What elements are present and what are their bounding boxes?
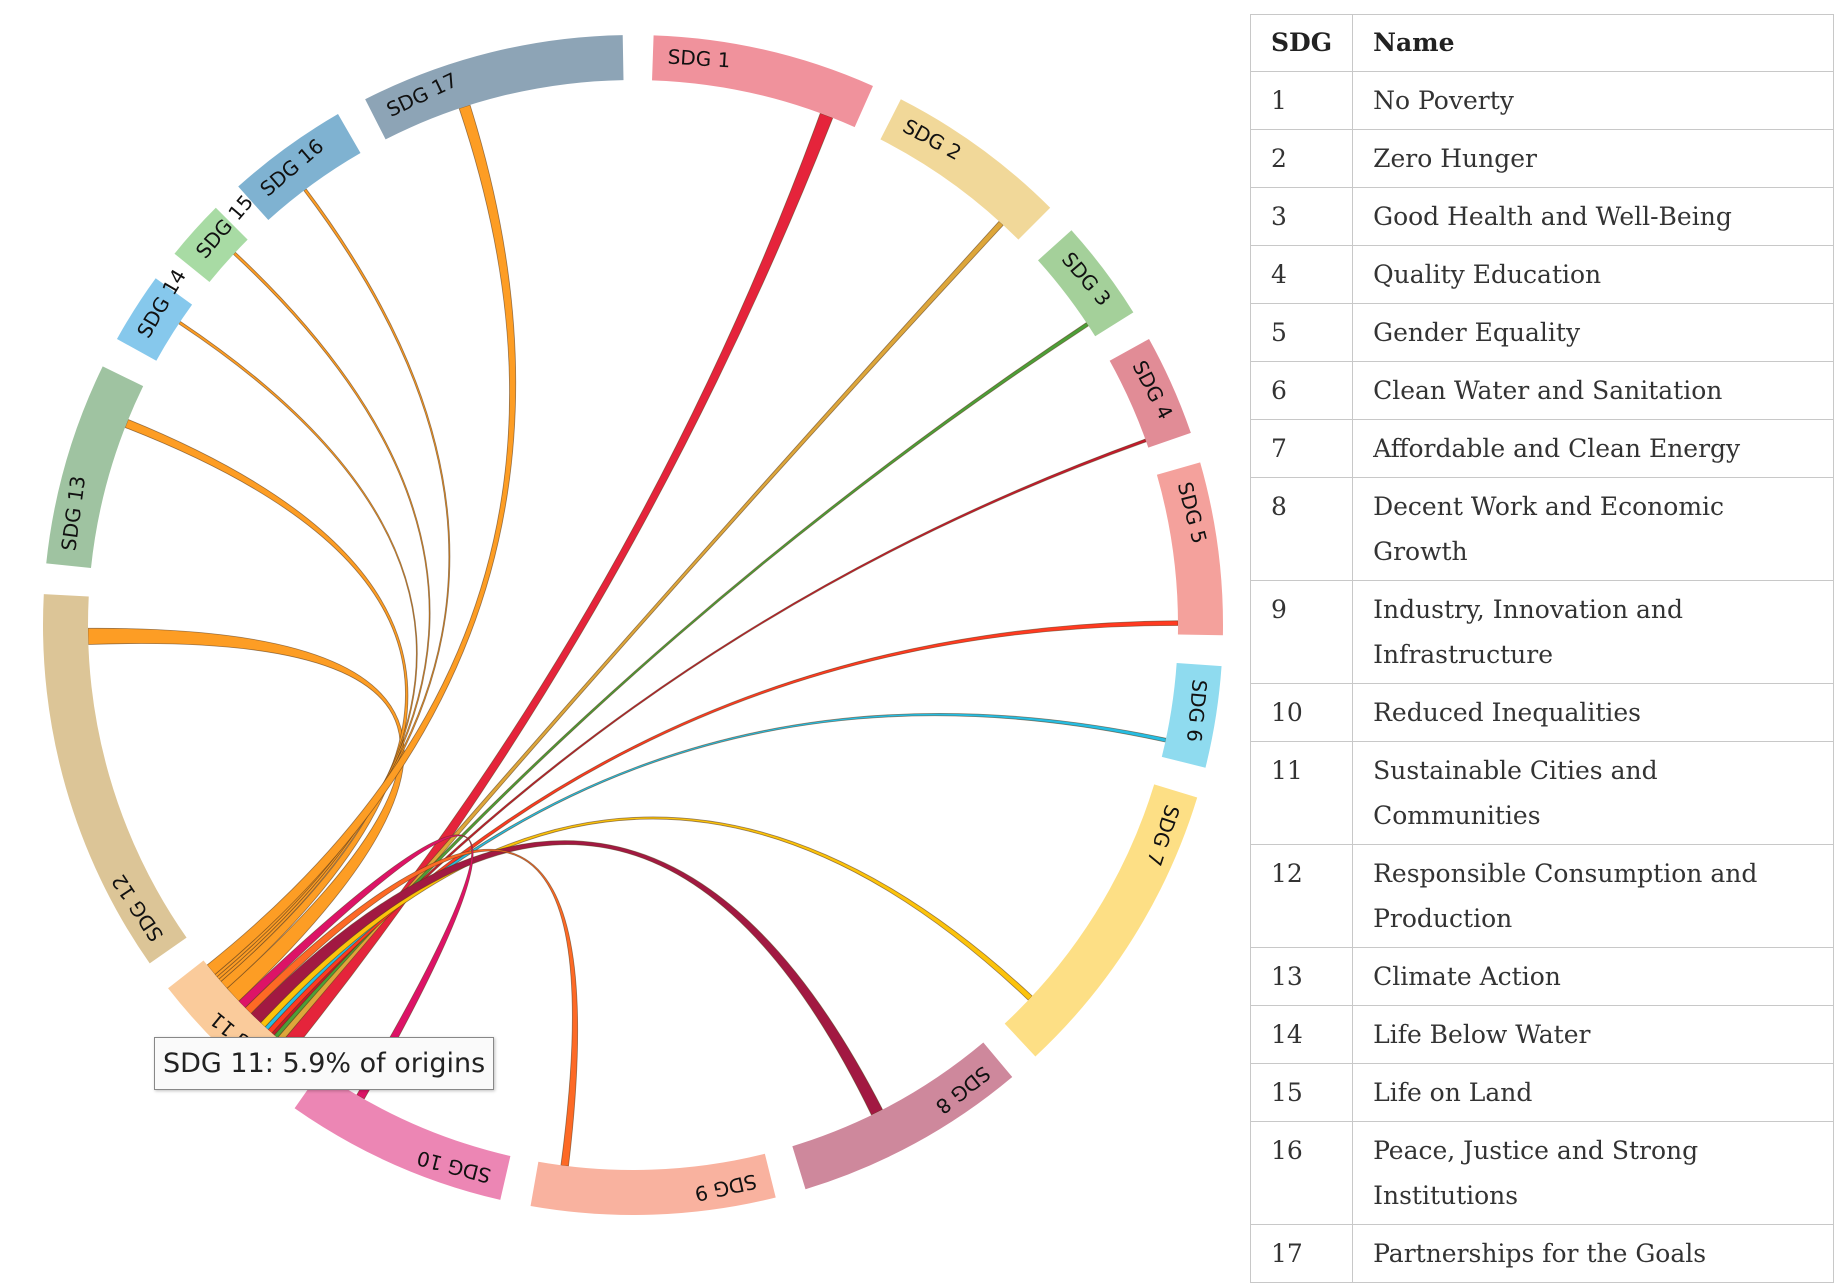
table-row: 11 Sustainable Cities and Communities	[1249, 741, 1835, 845]
sdg-number: 12	[1249, 844, 1354, 948]
table-row: 4 Quality Education	[1249, 245, 1835, 304]
ribbon-sdg-11-to-sdg-7[interactable]	[259, 816, 1033, 1028]
sdg-name: Responsible Consumption and Production	[1352, 844, 1835, 948]
table-row: 3 Good Health and Well-Being	[1249, 187, 1835, 246]
column-header-sdg: SDG	[1249, 14, 1354, 72]
table-row: 5 Gender Equality	[1249, 303, 1835, 362]
sdg-number: 8	[1249, 477, 1354, 581]
table-row: 17 Partnerships for the Goals	[1249, 1224, 1835, 1283]
arc-sdg-5[interactable]	[1156, 462, 1223, 636]
arc-sdg-8[interactable]	[792, 1042, 1013, 1190]
sdg-name: Life Below Water	[1352, 1005, 1835, 1064]
arcs-layer	[43, 35, 1223, 1215]
ribbon-sdg-11-to-sdg-3[interactable]	[273, 322, 1090, 1039]
sdg-number: 4	[1249, 245, 1354, 304]
sdg-name: Decent Work and Economic Growth	[1352, 477, 1835, 581]
sdg-name: Quality Education	[1352, 245, 1835, 304]
ribbon-sdg-11-to-sdg-4[interactable]	[271, 438, 1147, 1036]
sdg-name: Gender Equality	[1352, 303, 1835, 362]
ribbon-sdg-11-to-sdg-8[interactable]	[250, 840, 884, 1116]
sdg-number: 13	[1249, 947, 1354, 1006]
table-header-row: SDG Name	[1249, 14, 1835, 72]
arc-sdg-2[interactable]	[880, 99, 1051, 240]
ribbon-sdg-11-to-sdg-5[interactable]	[267, 620, 1179, 1034]
ribbon-sdg-11-to-sdg-10[interactable]	[238, 834, 474, 1100]
arc-label: SDG 6	[1182, 678, 1212, 743]
arc-sdg-14[interactable]	[116, 278, 193, 361]
sdg-name: Reduced Inequalities	[1352, 683, 1835, 742]
sdg-number: 1	[1249, 71, 1354, 130]
table-row: 9 Industry, Innovation and Infrastructure	[1249, 580, 1835, 684]
table-row: 8 Decent Work and Economic Growth	[1249, 477, 1835, 581]
sdg-number: 9	[1249, 580, 1354, 684]
sdg-name: Industry, Innovation and Infrastructure	[1352, 580, 1835, 684]
sdg-number: 17	[1249, 1224, 1354, 1283]
table-row: 13 Climate Action	[1249, 947, 1835, 1006]
sdg-name: Climate Action	[1352, 947, 1835, 1006]
sdg-name: Good Health and Well-Being	[1352, 187, 1835, 246]
table-row: 16 Peace, Justice and Strong Institutions	[1249, 1121, 1835, 1225]
arc-label: SDG 1	[667, 45, 731, 73]
table-row: 1 No Poverty	[1249, 71, 1835, 130]
arc-sdg-7[interactable]	[1004, 784, 1198, 1057]
table-row: 2 Zero Hunger	[1249, 129, 1835, 188]
table-row: 15 Life on Land	[1249, 1063, 1835, 1122]
table-row: 10 Reduced Inequalities	[1249, 683, 1835, 742]
sdg-number: 14	[1249, 1005, 1354, 1064]
arc-sdg-15[interactable]	[174, 207, 248, 283]
arc-sdg-17[interactable]	[365, 35, 624, 140]
table-row: 6 Clean Water and Sanitation	[1249, 361, 1835, 420]
ribbon-sdg-11-to-sdg-17[interactable]	[206, 104, 517, 976]
sdg-number: 10	[1249, 683, 1354, 742]
sdg-name: Affordable and Clean Energy	[1352, 419, 1835, 478]
arc-sdg-13[interactable]	[46, 366, 144, 569]
arc-sdg-12[interactable]	[43, 594, 187, 964]
arc-sdg-16[interactable]	[238, 114, 361, 220]
table-row: 14 Life Below Water	[1249, 1005, 1835, 1064]
sdg-number: 16	[1249, 1121, 1354, 1225]
arc-sdg-9[interactable]	[530, 1153, 776, 1215]
arc-sdg-1[interactable]	[652, 35, 873, 128]
sdg-number: 5	[1249, 303, 1354, 362]
sdg-legend-table: SDG Name 1 No Poverty 2 Zero Hunger 3 Good …	[1249, 14, 1835, 1283]
sdg-number: 15	[1249, 1063, 1354, 1122]
sdg-name: Peace, Justice and Strong Institutions	[1352, 1121, 1835, 1225]
sdg-name: Clean Water and Sanitation	[1352, 361, 1835, 420]
arc-sdg-6[interactable]	[1161, 663, 1222, 768]
table-row: 12 Responsible Consumption and Production	[1249, 844, 1835, 948]
hover-tooltip: SDG 11: 5.9% of origins	[154, 1037, 495, 1090]
sdg-number: 7	[1249, 419, 1354, 478]
arc-sdg-3[interactable]	[1038, 230, 1134, 337]
sdg-name: No Poverty	[1352, 71, 1835, 130]
sdg-name: Sustainable Cities and Communities	[1352, 741, 1835, 845]
sdg-number: 2	[1249, 129, 1354, 188]
sdg-number: 6	[1249, 361, 1354, 420]
column-header-name: Name	[1352, 14, 1835, 72]
sdg-number: 3	[1249, 187, 1354, 246]
sdg-name: Zero Hunger	[1352, 129, 1835, 188]
sdg-number: 11	[1249, 741, 1354, 845]
arc-sdg-10[interactable]	[294, 1071, 511, 1200]
sdg-name: Partnerships for the Goals	[1352, 1224, 1835, 1283]
ribbons-layer	[87, 104, 1179, 1167]
arc-sdg-4[interactable]	[1109, 338, 1191, 448]
sdg-name: Life on Land	[1352, 1063, 1835, 1122]
table-row: 7 Affordable and Clean Energy	[1249, 419, 1835, 478]
